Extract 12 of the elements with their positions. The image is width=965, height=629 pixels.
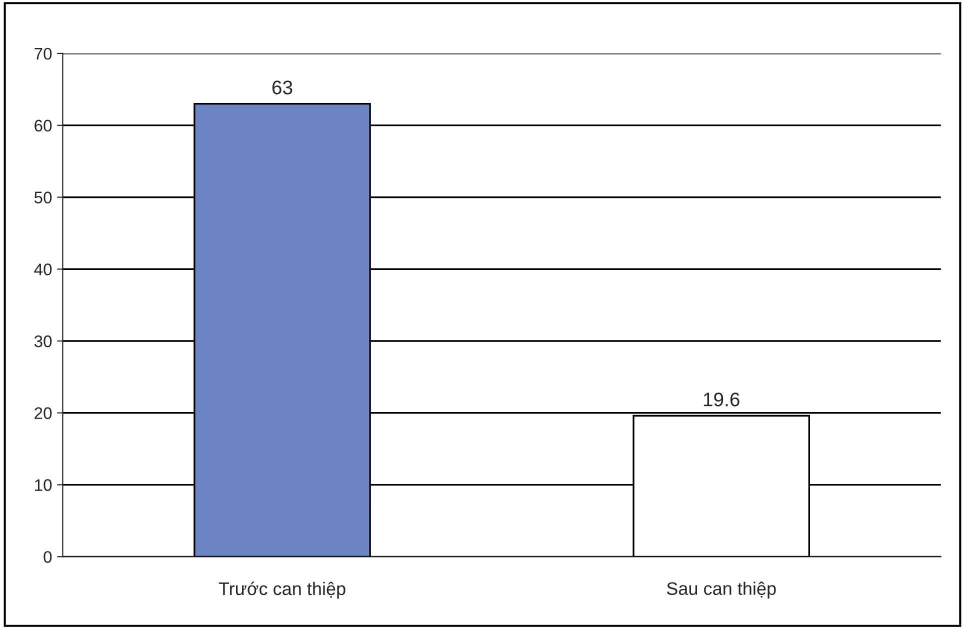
- y-tick-label: 20: [34, 407, 52, 420]
- x-tick-label: Trước can thiệp: [218, 582, 346, 599]
- y-tick-label: 40: [34, 264, 52, 276]
- data-label: 63: [272, 80, 292, 94]
- data-label: 19.6: [704, 392, 740, 406]
- x-tick-label: Sau can thiệp: [666, 582, 776, 599]
- y-tick-label: 0: [44, 551, 52, 563]
- y-tick-label: 70: [34, 48, 52, 60]
- y-tick-label: 60: [34, 120, 52, 132]
- y-tick-label: 50: [34, 192, 52, 204]
- y-tick-label: 30: [34, 335, 52, 348]
- y-tick-label: 10: [35, 479, 52, 491]
